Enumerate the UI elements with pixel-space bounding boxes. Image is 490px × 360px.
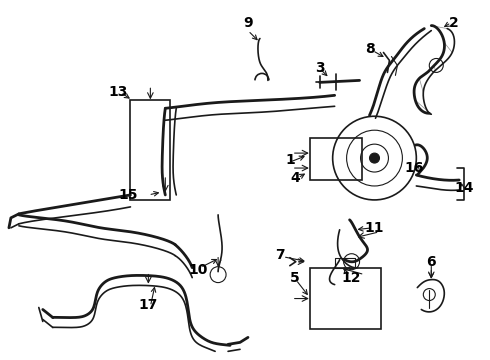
Text: 7: 7 [275, 248, 285, 262]
Bar [310, 138, 362, 180]
Text: 5: 5 [290, 271, 300, 285]
Text: 1: 1 [285, 153, 294, 167]
Text: 16: 16 [405, 161, 424, 175]
Circle shape [369, 153, 379, 163]
Text: 3: 3 [315, 62, 324, 76]
Text: 4: 4 [290, 171, 300, 185]
Text: 11: 11 [365, 221, 384, 235]
Text: 14: 14 [454, 181, 474, 195]
Text: 12: 12 [342, 271, 361, 285]
Bar [130, 100, 171, 200]
Text: 10: 10 [189, 263, 208, 276]
Text: 17: 17 [139, 297, 158, 311]
Text: 13: 13 [109, 85, 128, 99]
Text: 2: 2 [449, 15, 459, 30]
Text: 8: 8 [365, 41, 374, 55]
Bar [310, 268, 382, 329]
Text: 15: 15 [119, 188, 138, 202]
Text: 9: 9 [243, 15, 253, 30]
Text: 6: 6 [426, 255, 436, 269]
